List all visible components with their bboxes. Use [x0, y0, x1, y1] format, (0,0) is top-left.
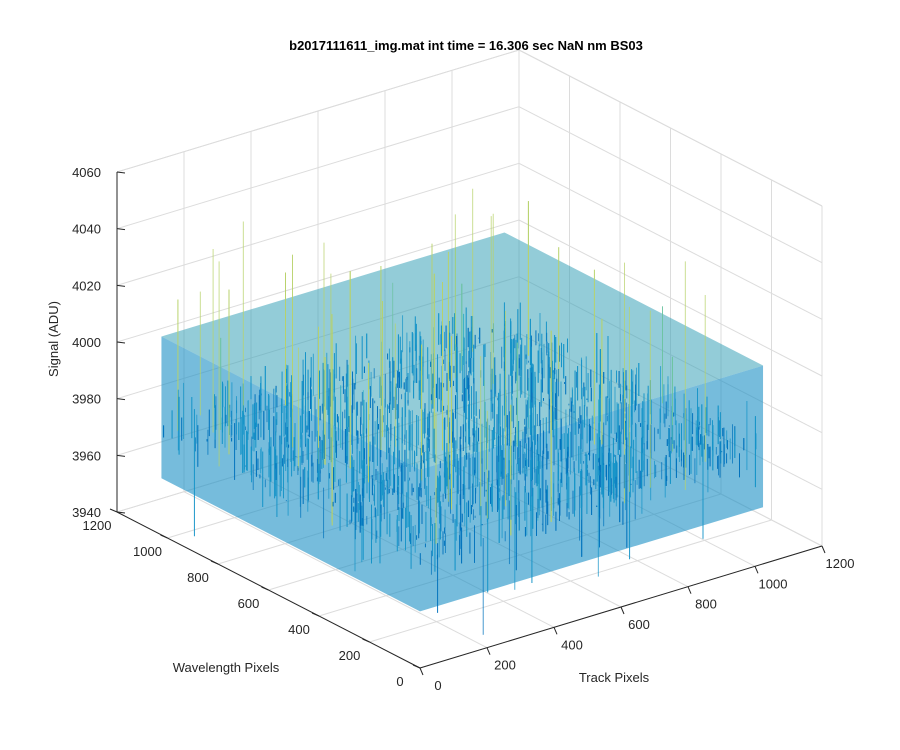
- x-tick-mark: [553, 627, 558, 635]
- axis-layer: [109, 171, 826, 676]
- y-tick-mark: [210, 560, 219, 565]
- chart-title: b2017111611_img.mat int time = 16.306 se…: [289, 38, 643, 53]
- y-tick-label: 1200: [83, 518, 112, 533]
- y-tick-mark: [261, 586, 269, 591]
- grid-line: [116, 162, 520, 286]
- y-tick-mark: [109, 508, 118, 513]
- y-tick-mark: [362, 638, 370, 643]
- x-tick-label: 600: [628, 617, 650, 632]
- grid-line: [518, 219, 823, 377]
- y-tick-mark: [311, 612, 320, 617]
- x-tick-mark: [486, 647, 491, 655]
- z-tick-label: 3980: [72, 392, 101, 407]
- y-tick-label: 1000: [133, 544, 162, 559]
- box-edge: [518, 49, 823, 207]
- z-tick-label: 4020: [72, 278, 101, 293]
- grid-line: [518, 162, 823, 320]
- y-tick-label: 0: [396, 674, 403, 689]
- y-tick-label: 800: [187, 570, 209, 585]
- y-tick-mark: [160, 534, 168, 539]
- y-tick-label: 400: [288, 622, 310, 637]
- x-tick-mark: [754, 566, 759, 574]
- y-tick-label: 200: [339, 648, 361, 663]
- y-tick-mark: [412, 664, 421, 669]
- z-tick-mark: [116, 454, 126, 457]
- z-tick-mark: [116, 398, 126, 401]
- grid-line: [518, 106, 823, 264]
- x-tick-mark: [419, 667, 424, 676]
- x-tick-label: 400: [561, 637, 583, 652]
- z-tick-label: 4000: [72, 335, 101, 350]
- x-tick-label: 800: [695, 597, 717, 612]
- box-edge: [116, 49, 520, 173]
- z-axis-label: Signal (ADU): [46, 301, 61, 377]
- z-tick-mark: [116, 341, 126, 344]
- grid-line: [116, 106, 520, 230]
- z-tick-mark: [116, 511, 126, 514]
- surface-layer: [161, 188, 764, 635]
- z-tick-label: 4040: [72, 222, 101, 237]
- z-tick-label: 3940: [72, 505, 101, 520]
- z-tick-label: 3960: [72, 448, 101, 463]
- y-axis-label: Wavelength Pixels: [173, 660, 280, 675]
- x-tick-label: 0: [434, 678, 441, 693]
- z-tick-mark: [116, 284, 126, 287]
- text-layer: 0 200 400 600 800 1000 1200 0 200 400 600 800 1000 12…: [46, 38, 854, 693]
- y-tick-label: 600: [238, 596, 260, 611]
- x-axis-label: Track Pixels: [579, 670, 650, 685]
- x-tick-mark: [687, 586, 692, 594]
- x-tick-label: 1200: [826, 556, 855, 571]
- x-tick-label: 200: [494, 658, 516, 673]
- z-tick-label: 4060: [72, 165, 101, 180]
- z-tick-mark: [116, 171, 126, 174]
- grid-line: [369, 519, 772, 643]
- x-tick-mark: [821, 545, 826, 554]
- grid-line: [116, 219, 520, 343]
- x-tick-mark: [620, 606, 625, 615]
- z-tick-mark: [116, 228, 126, 231]
- x-tick-label: 1000: [759, 576, 788, 591]
